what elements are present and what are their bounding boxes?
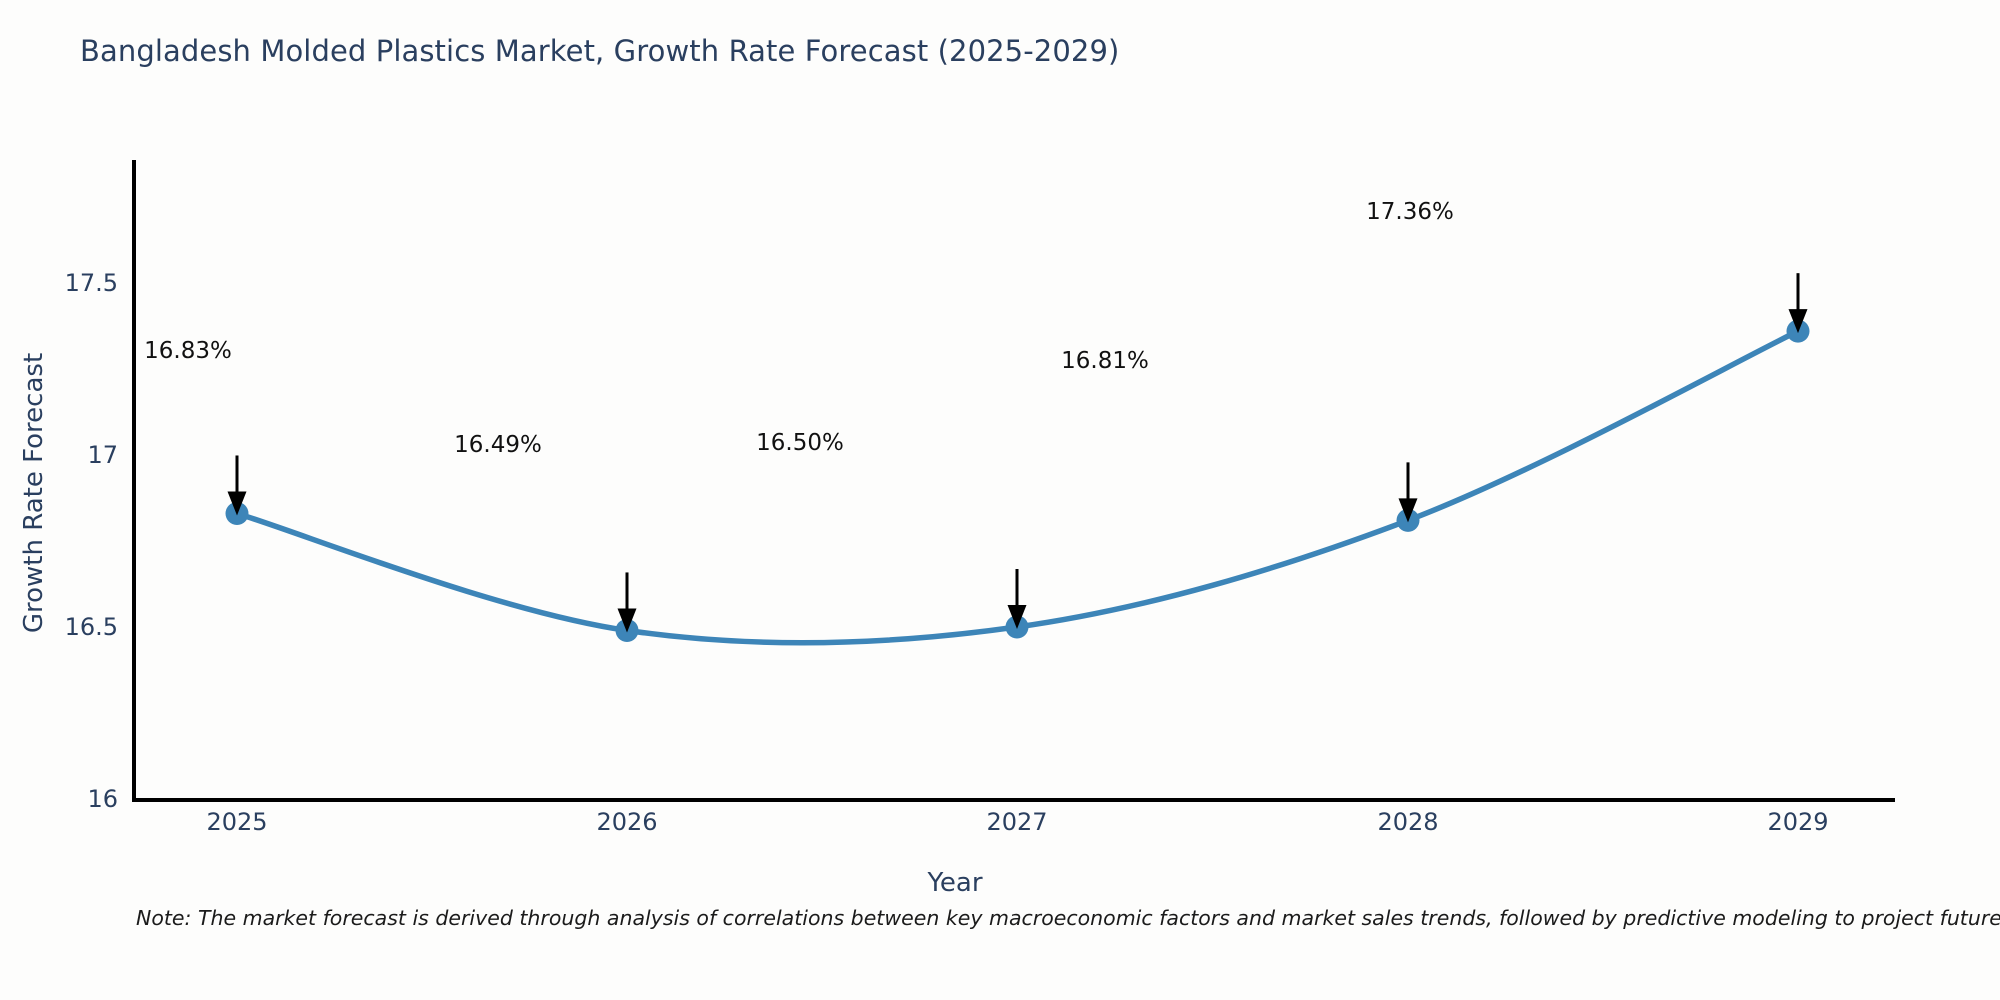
point-label-2026: 16.49%: [454, 432, 542, 458]
point-label-2028: 16.81%: [1061, 348, 1149, 374]
x-axis-tick-2026: 2026: [596, 808, 658, 836]
annotation-arrow-head: [1788, 309, 1808, 334]
data-point-2025[interactable]: [225, 501, 249, 525]
annotation-arrow-head: [1007, 605, 1027, 629]
x-axis-tick-2029: 2029: [1767, 808, 1829, 836]
data-point-2026[interactable]: [615, 618, 639, 642]
annotation-arrow-head: [1398, 498, 1418, 523]
y-axis-spine: [132, 160, 136, 802]
annotation-arrow-head: [617, 608, 637, 633]
x-axis-tick-2027: 2027: [986, 808, 1048, 836]
x-axis-title-wrap: Year: [0, 868, 2000, 898]
annotation-arrow-head: [227, 491, 247, 516]
x-axis-spine: [132, 798, 1895, 802]
chart-title: Bangladesh Molded Plastics Market, Growt…: [80, 34, 1120, 68]
point-label-2025: 16.83%: [144, 338, 232, 364]
series-line: [234, 328, 1801, 646]
data-point-2029[interactable]: [1786, 319, 1810, 343]
y-axis-tick-label: 16.5: [64, 613, 118, 641]
y-axis-tick-label: 17.5: [64, 269, 118, 297]
x-axis-tick-2028: 2028: [1377, 808, 1439, 836]
point-label-2029: 17.36%: [1366, 199, 1454, 225]
x-axis-title: Year: [927, 868, 983, 898]
x-axis-tick-2025: 2025: [206, 808, 268, 836]
chart-footnote: Note: The market forecast is derived thr…: [136, 906, 2000, 930]
point-label-2027: 16.50%: [756, 430, 844, 456]
data-point-2027[interactable]: [1005, 615, 1029, 639]
y-axis-title: Growth Rate Forecast: [19, 352, 49, 634]
y-axis-tick-label: 16: [87, 785, 118, 813]
series-markers: [225, 319, 1810, 642]
data-point-2028[interactable]: [1396, 508, 1420, 532]
y-axis-tick-label: 17: [87, 441, 118, 469]
